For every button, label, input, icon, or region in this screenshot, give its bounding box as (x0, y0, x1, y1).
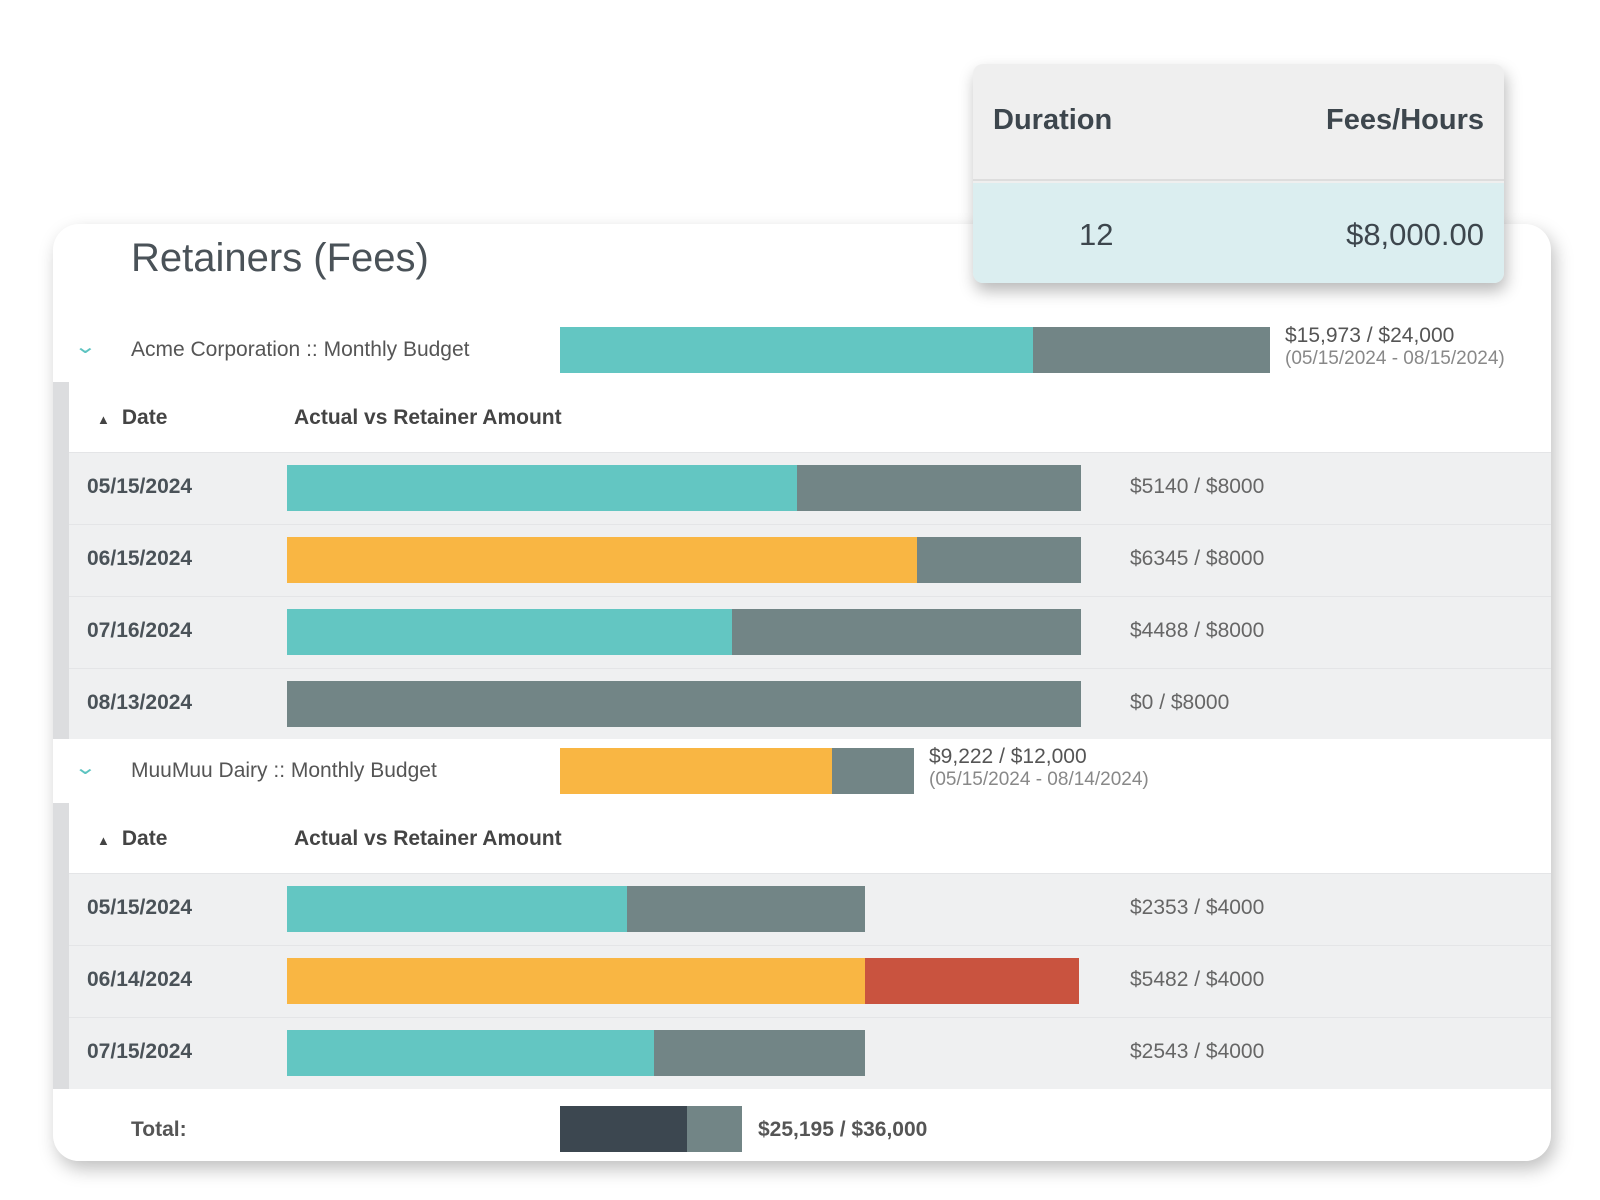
row-bar-actual (287, 886, 627, 932)
group-label: MuuMuu Dairy :: Monthly Budget (131, 759, 437, 782)
fee-tooltip: Duration Fees/Hours 12 $8,000.00 (973, 64, 1504, 283)
date-header-label: Date (121, 406, 168, 429)
row-bar (287, 886, 865, 932)
group-budget-bar-actual (560, 327, 1033, 373)
row-date: 08/13/2024 (87, 691, 193, 714)
column-header-row: ▲ Date Actual vs Retainer Amount (69, 803, 1551, 873)
table-row: 05/15/2024 $2353 / $4000 (69, 873, 1551, 945)
row-date: 06/14/2024 (87, 968, 193, 991)
date-column-header[interactable]: ▲ Date (97, 406, 167, 430)
table-row: 05/15/2024 $5140 / $8000 (69, 452, 1551, 524)
row-date: 05/15/2024 (87, 475, 193, 498)
group-header[interactable]: ⌄ Acme Corporation :: Monthly Budget $15,9… (53, 318, 1551, 382)
group-detail-section: ▲ Date Actual vs Retainer Amount 05/15/2024… (53, 803, 1551, 1089)
total-bar-actual (560, 1106, 688, 1152)
row-bar (287, 465, 1081, 511)
date-header-label: Date (121, 827, 168, 850)
amount-column-header: Actual vs Retainer Amount (294, 406, 562, 429)
fees-hours-header: Fees/Hours (1326, 104, 1484, 136)
page-title: Retainers (Fees) (131, 236, 429, 280)
row-bar-remaining (627, 886, 865, 932)
row-amount: $2543 / $4000 (1130, 1040, 1265, 1063)
row-date: 07/16/2024 (87, 619, 193, 642)
group-budget-bar-remaining (832, 748, 914, 794)
row-amount: $5482 / $4000 (1130, 968, 1265, 991)
duration-value: 12 (1079, 217, 1114, 252)
group-label: Acme Corporation :: Monthly Budget (131, 338, 470, 361)
group-budget-bar (560, 327, 1270, 373)
sort-ascending-icon[interactable]: ▲ (97, 412, 110, 427)
row-bar-actual (287, 609, 733, 655)
total-bar (560, 1106, 742, 1152)
tooltip-values: 12 $8,000.00 (973, 183, 1504, 283)
group-budget-bar-remaining (1032, 327, 1270, 373)
row-amount: $2353 / $4000 (1130, 896, 1265, 919)
chevron-down-icon[interactable]: ⌄ (73, 757, 98, 779)
row-bar (287, 958, 1080, 1004)
row-bar-actual (287, 958, 865, 1004)
row-bar-remaining (916, 537, 1081, 583)
tooltip-header: Duration Fees/Hours (973, 64, 1504, 181)
group-date-range: (05/15/2024 - 08/15/2024) (1285, 348, 1505, 369)
row-amount: $4488 / $8000 (1130, 619, 1265, 642)
row-bar-remaining (797, 465, 1081, 511)
table-row: 08/13/2024 $0 / $8000 (69, 668, 1551, 740)
row-bar-remaining (732, 609, 1081, 655)
row-bar-remaining (654, 1030, 865, 1076)
row-bar (287, 681, 1081, 727)
total-bar-remaining (687, 1106, 742, 1152)
total-amount: $25,195 / $36,000 (758, 1118, 928, 1141)
row-amount: $5140 / $8000 (1130, 475, 1265, 498)
group-header[interactable]: ⌄ MuuMuu Dairy :: Monthly Budget $9,222 / … (53, 739, 1551, 803)
table-row: 06/14/2024 $5482 / $4000 (69, 945, 1551, 1017)
chevron-down-icon[interactable]: ⌄ (73, 336, 98, 358)
row-bar (287, 1030, 865, 1076)
row-bar-remaining (287, 681, 1081, 727)
group-summary: $9,222 / $12,000 (05/15/2024 - 08/14/2024… (929, 745, 1149, 791)
group-detail-section: ▲ Date Actual vs Retainer Amount 05/15/2024… (53, 382, 1551, 740)
fees-value: $8,000.00 (1346, 217, 1484, 252)
group-summary-amount: $15,973 / $24,000 (1285, 324, 1455, 347)
row-bar-overage (865, 958, 1080, 1004)
group-budget-bar-actual (560, 748, 833, 794)
date-column-header[interactable]: ▲ Date (97, 827, 167, 851)
row-bar-actual (287, 537, 917, 583)
row-date: 06/15/2024 (87, 547, 193, 570)
duration-header: Duration (993, 104, 1113, 136)
column-header-row: ▲ Date Actual vs Retainer Amount (69, 382, 1551, 452)
row-date: 05/15/2024 (87, 896, 193, 919)
total-row: Total: $25,195 / $36,000 (53, 1098, 1551, 1161)
group-date-range: (05/15/2024 - 08/14/2024) (929, 769, 1149, 790)
row-amount: $6345 / $8000 (1130, 547, 1265, 570)
row-bar (287, 609, 1081, 655)
table-row: 07/16/2024 $4488 / $8000 (69, 596, 1551, 668)
row-bar-actual (287, 465, 798, 511)
group-summary: $15,973 / $24,000 (05/15/2024 - 08/15/202… (1285, 324, 1505, 370)
amount-column-header: Actual vs Retainer Amount (294, 827, 562, 850)
row-bar-actual (287, 1030, 655, 1076)
row-date: 07/15/2024 (87, 1040, 193, 1063)
sort-ascending-icon[interactable]: ▲ (97, 833, 110, 848)
row-bar (287, 537, 1081, 583)
row-amount: $0 / $8000 (1130, 691, 1230, 714)
total-label: Total: (131, 1118, 187, 1141)
retainers-card: Retainers (Fees) ⌄ Acme Corporation :: Mo… (53, 224, 1551, 1161)
group-summary-amount: $9,222 / $12,000 (929, 745, 1087, 768)
table-row: 06/15/2024 $6345 / $8000 (69, 524, 1551, 596)
table-row: 07/15/2024 $2543 / $4000 (69, 1017, 1551, 1089)
group-budget-bar (560, 748, 914, 794)
